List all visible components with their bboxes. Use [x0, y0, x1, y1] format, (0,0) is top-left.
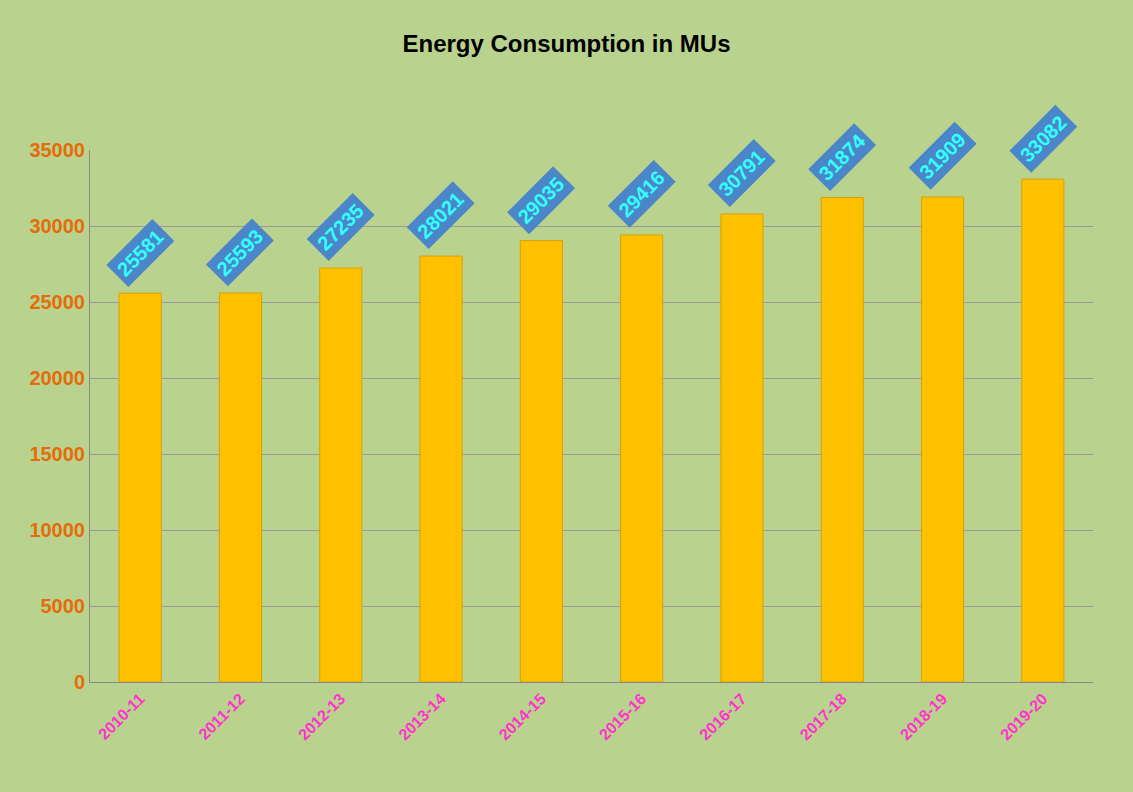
svg-text:2010-11: 2010-11 [95, 690, 148, 743]
svg-text:0: 0 [74, 671, 85, 693]
svg-text:15000: 15000 [29, 443, 85, 465]
svg-text:28021: 28021 [413, 188, 468, 243]
svg-text:2011-12: 2011-12 [195, 690, 248, 743]
svg-text:35000: 35000 [29, 139, 85, 161]
svg-text:2015-16: 2015-16 [596, 690, 650, 744]
svg-text:30000: 30000 [29, 215, 85, 237]
svg-text:27235: 27235 [313, 200, 368, 255]
svg-text:25593: 25593 [212, 225, 267, 280]
svg-text:10000: 10000 [29, 519, 85, 541]
svg-text:2019-20: 2019-20 [997, 690, 1051, 744]
svg-text:2018-19: 2018-19 [897, 690, 951, 744]
svg-text:29416: 29416 [614, 167, 669, 222]
svg-text:5000: 5000 [41, 595, 86, 617]
svg-text:25581: 25581 [113, 226, 168, 281]
svg-text:31909: 31909 [915, 128, 970, 183]
svg-text:33082: 33082 [1016, 111, 1071, 166]
svg-text:31874: 31874 [815, 129, 871, 185]
svg-text:2017-18: 2017-18 [796, 690, 850, 744]
svg-text:20000: 20000 [29, 367, 85, 389]
svg-text:Energy Consumption in MUs: Energy Consumption in MUs [402, 30, 730, 57]
svg-text:2016-17: 2016-17 [696, 690, 750, 744]
svg-text:30791: 30791 [714, 146, 769, 201]
svg-text:29035: 29035 [514, 173, 569, 228]
svg-text:25000: 25000 [29, 291, 85, 313]
svg-text:2014-15: 2014-15 [496, 690, 550, 744]
svg-text:2013-14: 2013-14 [395, 690, 449, 744]
svg-text:2012-13: 2012-13 [295, 690, 349, 744]
